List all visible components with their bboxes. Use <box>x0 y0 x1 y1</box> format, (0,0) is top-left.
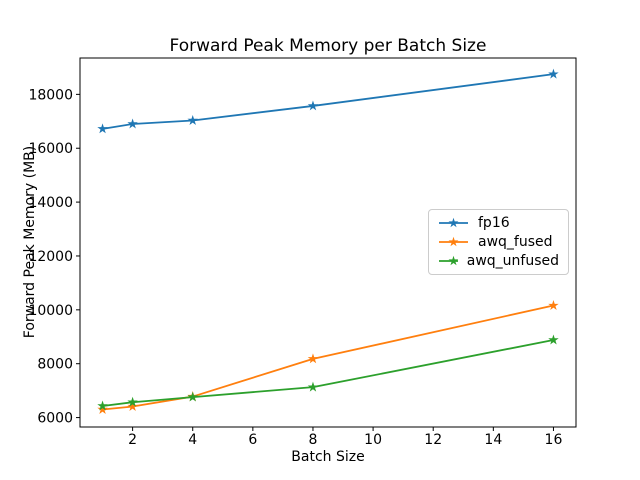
marker-fp16-batch-4 <box>187 114 198 125</box>
marker-fp16-batch-8 <box>307 100 319 111</box>
y-tick-label: 6000 <box>37 411 73 427</box>
y-tick-label: 16000 <box>28 141 73 157</box>
legend-label-awq_unfused: awq_unfused <box>466 252 559 269</box>
axes-spines <box>79 57 577 428</box>
marker-awq_unfused-batch-2 <box>127 396 138 407</box>
legend-line-sample-awq_unfused <box>439 255 458 265</box>
marker-awq_fused-batch-2 <box>127 401 138 411</box>
legend-sample-star-icon <box>448 236 459 247</box>
marker-awq_unfused-batch-16 <box>548 334 559 345</box>
marker-awq_fused-batch-16 <box>548 300 559 310</box>
y-tick-label: 12000 <box>28 249 73 265</box>
legend-line-sample-fp16 <box>439 218 468 228</box>
y-tick-label: 10000 <box>28 303 73 319</box>
marker-fp16-batch-2 <box>127 118 138 129</box>
legend-sample-star-icon <box>448 218 459 228</box>
y-tick-label: 18000 <box>28 87 73 103</box>
legend-item-awq_fused: awq_fused <box>438 233 559 252</box>
legend-line-sample-awq_fused <box>439 236 468 247</box>
legend-label-fp16: fp16 <box>478 215 510 232</box>
legend-sample-star-icon <box>448 255 458 265</box>
chart-title: Forward Peak Memory per Batch Size <box>169 36 487 56</box>
marker-fp16-batch-1 <box>97 123 108 134</box>
x-tick-label: 8 <box>309 432 318 448</box>
x-tick-label: 14 <box>484 432 502 448</box>
marker-awq_unfused-batch-1 <box>97 400 108 411</box>
marker-awq_fused-batch-1 <box>97 403 108 414</box>
series-line-fp16 <box>102 73 554 130</box>
legend: fp16 awq_fused awq_unfused <box>428 209 569 275</box>
y-tick-label: 8000 <box>37 357 73 373</box>
x-axis-label: Batch Size <box>291 449 365 465</box>
x-tick-label: 12 <box>424 432 442 448</box>
x-tick-label: 6 <box>248 432 257 448</box>
marker-awq_fused-batch-8 <box>307 353 319 364</box>
series-line-awq_unfused <box>102 339 554 407</box>
x-tick-label: 2 <box>128 432 137 448</box>
x-tick-label: 10 <box>364 432 382 448</box>
marker-awq_unfused-batch-8 <box>307 381 319 392</box>
legend-item-fp16: fp16 <box>438 214 559 233</box>
legend-label-awq_fused: awq_fused <box>478 234 553 250</box>
x-tick-label: 4 <box>188 432 197 448</box>
x-tick-label: 16 <box>545 432 563 448</box>
marker-fp16-batch-16 <box>548 68 559 79</box>
marker-awq_unfused-batch-4 <box>187 391 198 402</box>
y-tick-label: 14000 <box>28 195 73 211</box>
legend-item-awq_unfused: awq_unfused <box>438 251 559 270</box>
series-line-awq_fused <box>102 304 554 411</box>
